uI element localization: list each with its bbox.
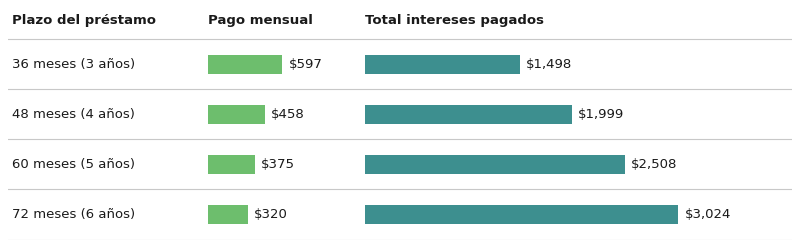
Text: $597: $597 — [289, 58, 322, 71]
Bar — [365, 55, 520, 74]
Text: $1,999: $1,999 — [578, 108, 625, 121]
Bar — [208, 205, 248, 224]
Bar — [365, 155, 625, 174]
Bar — [365, 105, 572, 124]
Bar — [365, 205, 678, 224]
Text: 60 meses (5 años): 60 meses (5 años) — [12, 158, 135, 171]
Text: $1,498: $1,498 — [526, 58, 573, 71]
Bar — [208, 55, 282, 74]
Text: $320: $320 — [254, 208, 288, 221]
Text: 72 meses (6 años): 72 meses (6 años) — [12, 208, 135, 221]
Text: Pago mensual: Pago mensual — [208, 14, 313, 27]
Text: Plazo del préstamo: Plazo del préstamo — [12, 14, 156, 27]
Text: $3,024: $3,024 — [685, 208, 731, 221]
Bar — [208, 105, 265, 124]
Bar — [208, 155, 254, 174]
Text: 36 meses (3 años): 36 meses (3 años) — [12, 58, 135, 71]
Text: 48 meses (4 años): 48 meses (4 años) — [12, 108, 134, 121]
Text: $458: $458 — [271, 108, 305, 121]
Text: Total intereses pagados: Total intereses pagados — [365, 14, 544, 27]
Text: $375: $375 — [261, 158, 295, 171]
Text: $2,508: $2,508 — [631, 158, 678, 171]
